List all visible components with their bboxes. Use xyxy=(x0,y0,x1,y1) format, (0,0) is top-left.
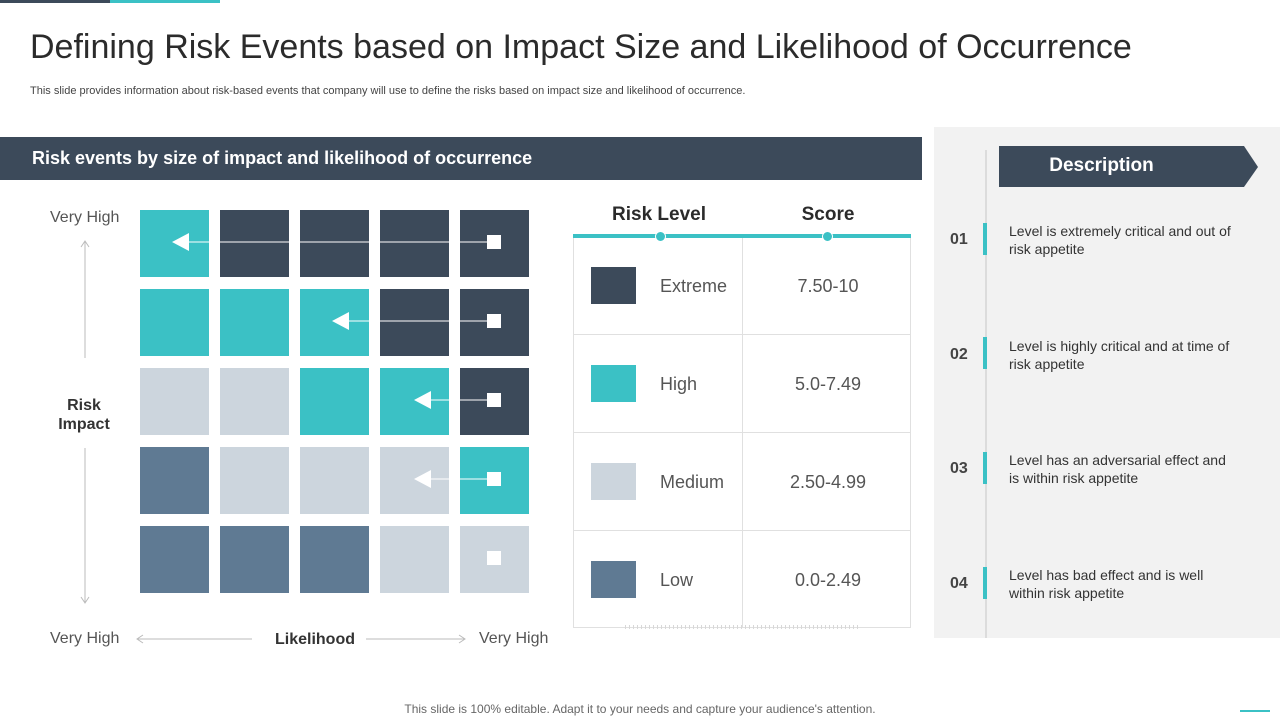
legend-row-divider xyxy=(573,432,911,433)
matrix-cell xyxy=(300,210,369,277)
legend-row-divider xyxy=(573,334,911,335)
matrix-cell xyxy=(140,368,209,435)
accent-bar-teal xyxy=(110,0,220,3)
page-title: Defining Risk Events based on Impact Siz… xyxy=(30,28,1132,66)
legend-row-divider xyxy=(573,530,911,531)
y-axis-title: Risk Impact xyxy=(58,397,110,433)
matrix-cell xyxy=(220,526,289,593)
x-axis-right-label: Very High xyxy=(479,630,549,647)
description-text-03: Level has an adversarial effect and is w… xyxy=(1009,452,1226,486)
arrow-extreme-threshold xyxy=(172,233,501,251)
legend-header-level: Risk Level xyxy=(612,204,706,225)
accent-bar-dark xyxy=(0,0,110,3)
legend-swatch-high xyxy=(591,365,636,402)
matrix-cell xyxy=(300,447,369,514)
timeline-marker xyxy=(983,567,987,599)
legend-score-high: 5.0-7.49 xyxy=(794,374,862,394)
footer-accent xyxy=(1240,710,1270,712)
legend-level-extreme: Extreme xyxy=(660,276,728,296)
matrix-cell xyxy=(380,526,449,593)
x-axis-title: Likelihood xyxy=(275,631,355,648)
timeline-marker xyxy=(983,452,987,484)
legend-header-dot xyxy=(822,231,833,242)
matrix-cell xyxy=(220,447,289,514)
legend-header-dot xyxy=(655,231,666,242)
legend-level-medium: Medium xyxy=(660,472,725,492)
footer-note: This slide is 100% editable. Adapt it to… xyxy=(404,702,876,716)
legend-table-footer-pattern xyxy=(625,625,860,629)
matrix-cell xyxy=(140,447,209,514)
description-title: Description xyxy=(1049,155,1154,176)
matrix-cell xyxy=(300,526,369,593)
arrow-medium-threshold xyxy=(414,391,501,409)
x-axis-left-label: Very High xyxy=(50,630,120,647)
description-number-02: 02 xyxy=(950,346,968,363)
matrix-cell xyxy=(300,368,369,435)
legend-swatch-extreme xyxy=(591,267,636,304)
matrix-cell xyxy=(380,289,449,356)
matrix-cell xyxy=(140,210,209,277)
legend-header-rule xyxy=(573,234,911,238)
legend-swatch-low xyxy=(591,561,636,598)
legend-score-medium: 2.50-4.99 xyxy=(789,472,867,492)
section-banner: Risk events by size of impact and likeli… xyxy=(0,137,922,180)
legend-level-low: Low xyxy=(660,570,694,590)
page-subtitle: This slide provides information about ri… xyxy=(30,85,746,97)
description-header xyxy=(999,146,1258,187)
banner-title: Risk events by size of impact and likeli… xyxy=(32,148,533,168)
description-number-01: 01 xyxy=(950,231,968,248)
matrix-cell xyxy=(380,210,449,277)
arrow-high-threshold xyxy=(332,312,501,330)
legend-score-low: 0.0-2.49 xyxy=(794,570,862,590)
timeline-marker xyxy=(983,223,987,255)
description-number-04: 04 xyxy=(950,575,968,592)
legend-score-extreme: 7.50-10 xyxy=(797,276,859,296)
matrix-cell xyxy=(220,210,289,277)
y-axis-arrow xyxy=(80,240,90,604)
description-text-01: Level is extremely critical and out of r… xyxy=(1009,223,1231,257)
legend-header-score: Score xyxy=(801,204,855,225)
y-axis-top-label: Very High xyxy=(50,209,120,226)
timeline-marker xyxy=(983,337,987,369)
matrix-cell xyxy=(220,368,289,435)
marker-square xyxy=(487,551,501,565)
arrow-low-threshold xyxy=(414,470,501,488)
matrix-cell xyxy=(220,289,289,356)
description-text-02: Level is highly critical and at time of … xyxy=(1009,338,1230,372)
matrix-cell xyxy=(300,289,369,356)
description-text-04: Level has bad effect and is well within … xyxy=(1009,567,1204,601)
threshold-arrows xyxy=(172,233,501,565)
matrix-cell xyxy=(380,368,449,435)
x-axis-arrow xyxy=(136,634,466,644)
matrix-cell xyxy=(380,447,449,514)
matrix-cell xyxy=(140,289,209,356)
legend-level-high: High xyxy=(660,374,698,394)
legend-swatch-medium xyxy=(591,463,636,500)
description-timeline xyxy=(985,150,987,638)
description-number-03: 03 xyxy=(950,460,968,477)
matrix-cell xyxy=(140,526,209,593)
legend-column-divider xyxy=(742,238,743,628)
description-panel xyxy=(934,127,1280,638)
